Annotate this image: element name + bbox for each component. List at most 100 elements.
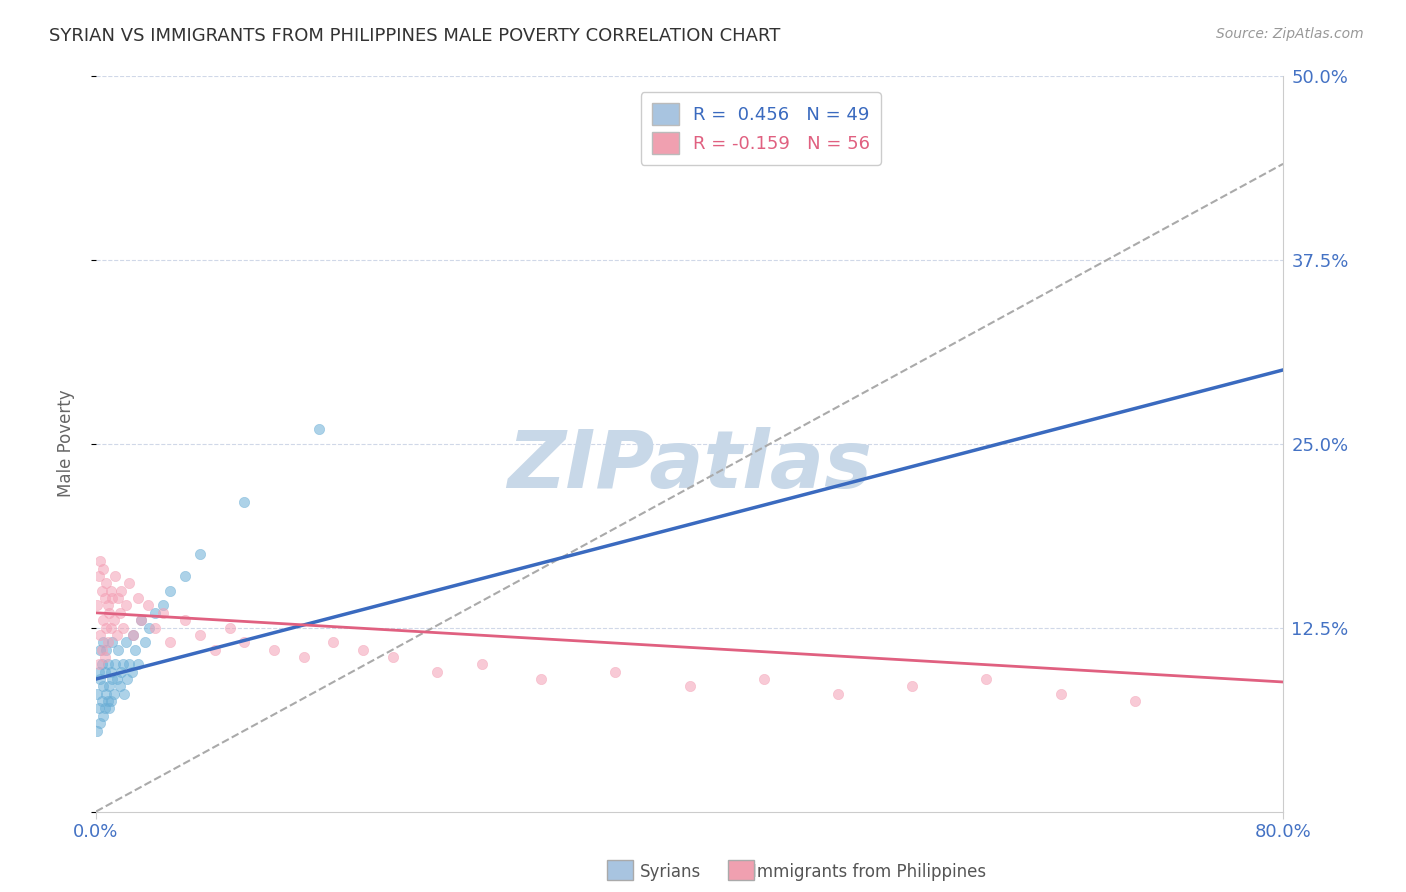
Point: [129, 613, 152, 627]
Point: [174, 613, 197, 627]
Point: [111, 620, 134, 634]
Point: [122, 628, 145, 642]
Point: [110, 583, 132, 598]
Y-axis label: Male Poverty: Male Poverty: [58, 390, 75, 498]
Point: [174, 569, 197, 583]
Point: [91, 657, 114, 672]
Point: [112, 687, 135, 701]
Point: [138, 620, 160, 634]
Point: [118, 576, 141, 591]
Point: [96, 687, 118, 701]
Point: [127, 657, 149, 672]
Point: [233, 495, 256, 509]
Point: [104, 569, 127, 583]
Point: [98, 680, 121, 694]
Point: [94, 701, 117, 715]
Point: [96, 620, 118, 634]
Point: [87, 665, 110, 679]
Point: [93, 561, 115, 575]
Point: [752, 672, 775, 686]
Point: [96, 642, 118, 657]
Point: [91, 583, 114, 598]
Point: [89, 716, 111, 731]
Point: [105, 628, 128, 642]
Point: [1123, 694, 1146, 708]
Point: [105, 672, 128, 686]
Point: [145, 606, 167, 620]
Point: [93, 635, 115, 649]
Point: [101, 591, 124, 605]
Point: [94, 649, 117, 664]
Point: [426, 665, 449, 679]
Point: [96, 576, 118, 591]
Point: [100, 620, 122, 634]
Point: [104, 657, 127, 672]
Point: [97, 657, 120, 672]
Point: [101, 635, 124, 649]
Text: Immigrants from Philippines: Immigrants from Philippines: [752, 863, 987, 881]
Point: [218, 620, 240, 634]
Point: [471, 657, 494, 672]
Point: [87, 701, 110, 715]
Point: [89, 628, 111, 642]
Point: [188, 547, 211, 561]
Point: [352, 642, 374, 657]
Text: ZIPatlas: ZIPatlas: [508, 426, 872, 505]
Point: [100, 583, 122, 598]
Point: [827, 687, 849, 701]
Point: [136, 599, 159, 613]
Point: [322, 635, 344, 649]
Legend: R =  0.456   N = 49, R = -0.159   N = 56: R = 0.456 N = 49, R = -0.159 N = 56: [641, 92, 882, 165]
Point: [159, 635, 181, 649]
Point: [108, 680, 131, 694]
Point: [127, 591, 149, 605]
Point: [94, 665, 117, 679]
Point: [901, 680, 924, 694]
Point: [204, 642, 226, 657]
Point: [308, 422, 330, 436]
Point: [976, 672, 998, 686]
Point: [381, 649, 404, 664]
Point: [129, 613, 152, 627]
Point: [114, 599, 136, 613]
Point: [115, 672, 138, 686]
Point: [111, 657, 134, 672]
Point: [86, 723, 108, 738]
Point: [93, 680, 115, 694]
Point: [118, 657, 141, 672]
Point: [107, 642, 129, 657]
Point: [93, 709, 115, 723]
Point: [678, 680, 700, 694]
Point: [122, 628, 145, 642]
Point: [159, 583, 181, 598]
Point: [114, 635, 136, 649]
Point: [121, 665, 143, 679]
Text: Source: ZipAtlas.com: Source: ZipAtlas.com: [1216, 27, 1364, 41]
Point: [605, 665, 627, 679]
Point: [152, 599, 174, 613]
Point: [91, 642, 114, 657]
Point: [97, 635, 120, 649]
Point: [1049, 687, 1071, 701]
Point: [100, 694, 122, 708]
Point: [89, 672, 111, 686]
Point: [93, 613, 115, 627]
Point: [233, 635, 256, 649]
Point: [91, 694, 114, 708]
Point: [87, 657, 110, 672]
Point: [86, 599, 108, 613]
Point: [110, 665, 132, 679]
Point: [101, 672, 124, 686]
Text: SYRIAN VS IMMIGRANTS FROM PHILIPPINES MALE POVERTY CORRELATION CHART: SYRIAN VS IMMIGRANTS FROM PHILIPPINES MA…: [49, 27, 780, 45]
Point: [89, 642, 111, 657]
Point: [108, 606, 131, 620]
Point: [292, 649, 315, 664]
Point: [98, 606, 121, 620]
Point: [97, 599, 120, 613]
Point: [103, 687, 125, 701]
Point: [97, 694, 120, 708]
Point: [100, 665, 122, 679]
Point: [530, 672, 553, 686]
Point: [124, 642, 146, 657]
Point: [107, 591, 129, 605]
